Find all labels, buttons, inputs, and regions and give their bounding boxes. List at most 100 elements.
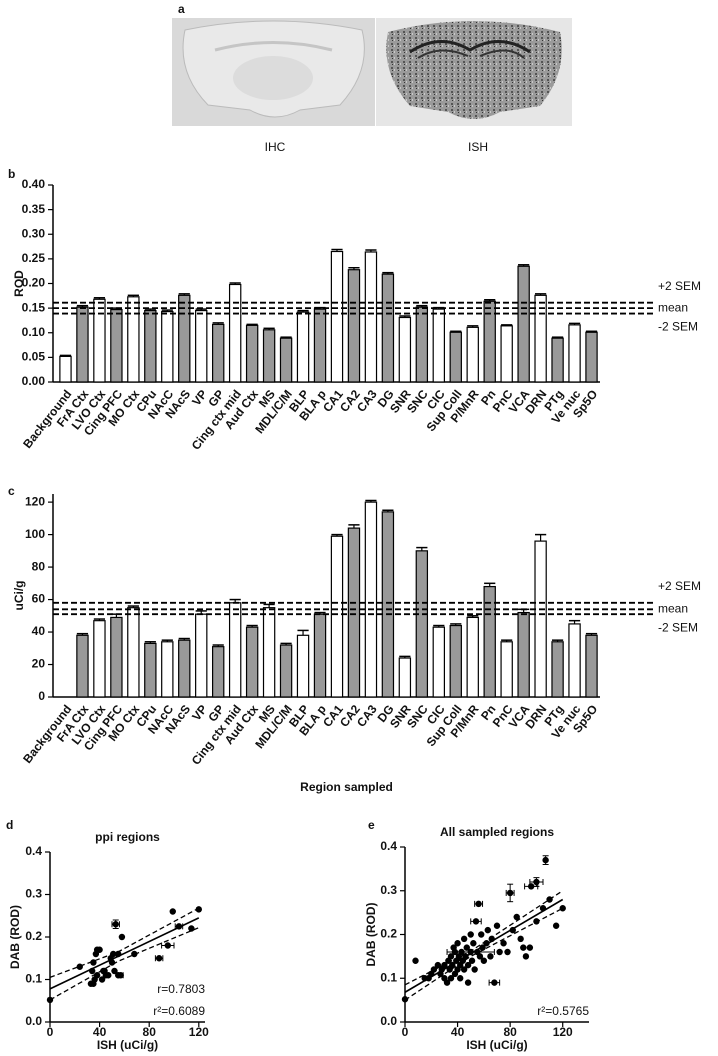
x-tick-label: 40 (93, 1025, 107, 1039)
error-bar (535, 293, 547, 296)
point (188, 925, 195, 932)
error-bar (212, 644, 224, 647)
bar (585, 331, 598, 383)
point (93, 972, 101, 979)
error-bar (399, 655, 411, 659)
confidence-band (49, 927, 200, 1001)
bar (330, 535, 344, 698)
point (434, 961, 442, 969)
bar (398, 316, 412, 383)
error-bar (348, 266, 360, 270)
confidence-band (404, 907, 564, 1001)
bar (381, 511, 395, 698)
panel-label: c (8, 484, 15, 498)
point (460, 966, 468, 973)
point (533, 878, 540, 886)
bar (195, 309, 208, 383)
confidence-band (404, 890, 564, 986)
bar (110, 616, 123, 698)
panel-label: e (368, 818, 375, 832)
confidence-band (49, 907, 200, 978)
y-tick-label: 0 (38, 689, 45, 703)
error-bar (178, 293, 190, 296)
y-axis-title: ROD (12, 270, 26, 297)
y-axis-title: uCi/g (12, 581, 26, 611)
chart-title: ppi regions (95, 830, 160, 844)
point (520, 944, 527, 951)
error-bar (568, 619, 581, 624)
error-bar (518, 264, 530, 267)
point (472, 918, 480, 925)
bar (432, 308, 445, 383)
point (475, 900, 482, 908)
bar (93, 620, 106, 698)
error-bar (161, 309, 173, 312)
annotation: r=0.7803 (157, 982, 205, 996)
bar (551, 641, 564, 698)
annotation: r²=0.6089 (153, 1004, 205, 1018)
y-tick-label: 20 (32, 657, 46, 671)
bar (500, 641, 513, 698)
chart-title: All sampled regions (440, 825, 554, 839)
bar (364, 251, 378, 383)
x-axis-title: Region sampled (300, 780, 393, 794)
point (175, 923, 183, 930)
panel-label: b (8, 167, 15, 181)
point (131, 950, 138, 958)
y-tick-label: 0.4 (380, 839, 397, 853)
y-tick-label: 60 (32, 592, 46, 606)
error-bar (212, 322, 224, 325)
y-tick-label: 120 (25, 494, 45, 508)
y-axis-title: DAB (ROD) (364, 903, 378, 967)
error-bar (484, 582, 496, 587)
y-tick-label: 100 (25, 527, 45, 541)
error-bar (568, 322, 581, 325)
point (115, 950, 122, 958)
x-tick-label: 80 (143, 1025, 157, 1039)
y-tick-label: 0.10 (22, 325, 46, 339)
point (443, 979, 451, 986)
point (487, 953, 494, 960)
point (533, 918, 540, 925)
reference-label: mean (658, 601, 688, 615)
bar (551, 337, 564, 383)
point (491, 979, 498, 986)
point (462, 953, 469, 960)
error-bar (551, 336, 564, 339)
point (46, 996, 54, 1004)
y-axis-title: DAB (ROD) (8, 905, 22, 969)
error-bar (93, 297, 106, 300)
bar (76, 634, 89, 698)
y-tick-label: 0.2 (25, 929, 42, 943)
point (488, 935, 495, 943)
error-bar (280, 642, 292, 646)
error-bar (365, 499, 377, 503)
bar (127, 296, 140, 383)
error-bar (263, 603, 275, 608)
point (467, 931, 474, 938)
point (169, 908, 176, 915)
error-bar (399, 315, 411, 318)
y-tick-label: 80 (32, 559, 46, 573)
error-bar (551, 639, 564, 642)
x-tick-label: 0 (47, 1025, 54, 1039)
bar (161, 310, 174, 383)
point (464, 979, 472, 986)
x-tick-label: 80 (503, 1025, 517, 1039)
error-bar (535, 533, 547, 542)
error-bar (127, 605, 139, 608)
error-bar (59, 354, 72, 357)
point (449, 961, 456, 969)
error-bar (246, 624, 258, 628)
y-tick-label: 0.15 (22, 300, 46, 314)
error-bar (382, 271, 394, 275)
bar (76, 306, 89, 383)
image-caption: IHC (265, 140, 286, 154)
bar (245, 324, 259, 383)
bar (347, 269, 361, 383)
point (517, 935, 524, 943)
bar (568, 623, 581, 698)
error-bar (501, 324, 513, 326)
y-tick-label: 0.05 (22, 350, 46, 364)
